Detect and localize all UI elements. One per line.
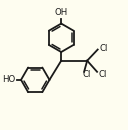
Text: Cl: Cl bbox=[98, 70, 107, 79]
Text: OH: OH bbox=[55, 8, 68, 17]
Text: Cl: Cl bbox=[100, 44, 108, 53]
Text: HO: HO bbox=[2, 75, 15, 84]
Text: Cl: Cl bbox=[82, 70, 91, 79]
